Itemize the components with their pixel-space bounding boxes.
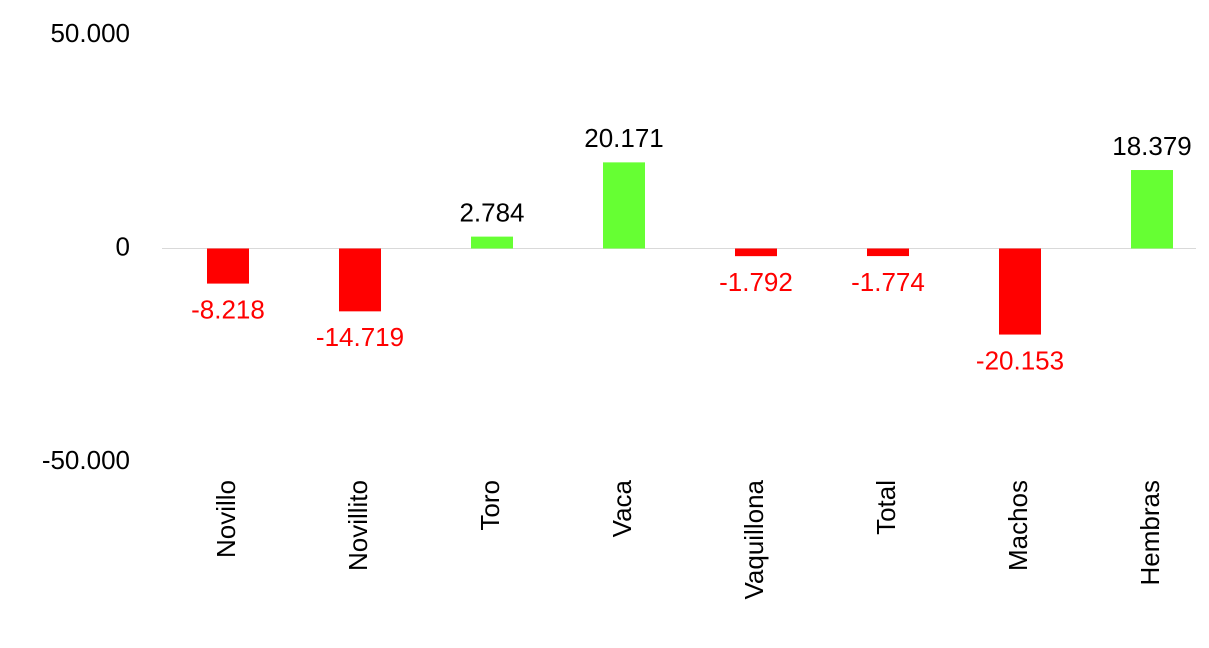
data-label: -20.153 xyxy=(976,345,1064,375)
data-label: -1.774 xyxy=(851,267,925,297)
y-tick-label: 50.000 xyxy=(50,18,130,48)
data-label: -8.218 xyxy=(191,294,265,324)
x-tick-label: Vaquillona xyxy=(739,479,769,599)
bar xyxy=(735,248,777,257)
bar xyxy=(339,248,381,312)
data-label: 18.379 xyxy=(1112,131,1192,161)
data-label: 20.171 xyxy=(584,123,664,153)
y-tick-label: -50.000 xyxy=(42,445,130,475)
x-tick-label: Machos xyxy=(1003,480,1033,571)
bar xyxy=(603,162,645,249)
y-tick-label: 0 xyxy=(116,231,130,261)
bar xyxy=(471,236,513,249)
bar xyxy=(999,248,1041,335)
x-tick-label: Novillo xyxy=(211,480,241,558)
data-label: -1.792 xyxy=(719,267,793,297)
x-tick-label: Total xyxy=(871,480,901,535)
bar xyxy=(1131,170,1173,249)
x-tick-label: Toro xyxy=(475,480,505,531)
x-tick-label: Novillito xyxy=(343,480,373,571)
data-label: 2.784 xyxy=(459,197,524,227)
x-tick-label: Vaca xyxy=(607,479,637,537)
data-label: -14.719 xyxy=(316,322,404,352)
x-tick-label: Hembras xyxy=(1135,480,1165,585)
bar xyxy=(867,248,909,257)
bar xyxy=(207,248,249,284)
